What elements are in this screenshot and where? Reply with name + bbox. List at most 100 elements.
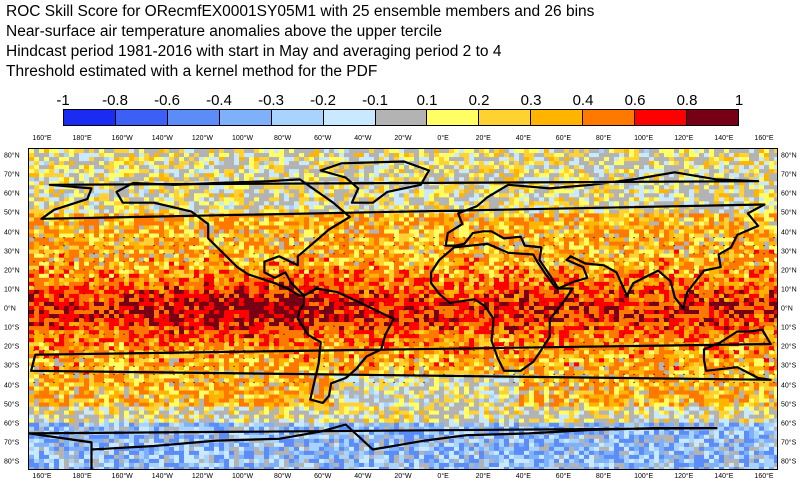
south-america-coast (296, 287, 395, 405)
colorbar-label: 0.1 (416, 92, 438, 109)
antarctica-coast (29, 423, 718, 469)
longitude-label: 20°E (475, 473, 491, 480)
longitude-label: 40°E (515, 473, 531, 480)
colorbar-swatch (323, 110, 376, 125)
latitude-label: 20°S (4, 343, 20, 351)
latitude-label: 40°N (781, 229, 797, 236)
colorbar-label: 0.4 (572, 92, 594, 109)
longitude-labels-top: 160°E 180°E 160°W 140°W 120°W 100°W 80°W 60°W 40… (28, 135, 778, 145)
colorbar-swatch (167, 110, 220, 125)
latitude-label: 70°S (781, 439, 797, 447)
longitude-label: 120°E (674, 135, 694, 142)
colorbar (63, 109, 739, 126)
longitude-label: 40°E (515, 135, 531, 142)
latitude-labels-right: 80°N 70°N 60°N 50°N 40°N 30°N 20°N 10°N 0°N 10°S 2… (781, 148, 802, 470)
skill-map (28, 148, 778, 470)
latitude-label: 80°S (4, 458, 20, 466)
longitude-labels-bottom: 160°E 180°E 160°W 140°W 120°W 100°W 80°W 60°W 40… (28, 473, 778, 483)
longitude-label: 60°E (555, 135, 572, 142)
title-line-3: Hindcast period 1981-2016 with start in … (6, 43, 502, 60)
colorbar-label: 0.8 (676, 92, 698, 109)
longitude-label: 100°W (232, 473, 254, 480)
longitude-label: 80°E (595, 473, 612, 480)
longitude-label: 140°E (714, 473, 734, 480)
longitude-label: 160°E (32, 135, 52, 142)
latitude-labels-left: 80°N 70°N 60°N 50°N 40°N 30°N 20°N 10°N 0°N 10°S 2… (4, 148, 26, 470)
longitude-label: 180°E (72, 135, 92, 142)
longitude-label: 20°W (394, 473, 412, 480)
colorbar-swatch (219, 110, 272, 125)
africa-coast (430, 242, 574, 372)
colorbar-swatch (64, 110, 116, 125)
latitude-label: 20°S (781, 343, 797, 351)
latitude-label: 50°N (4, 209, 20, 217)
colorbar-label: -0.4 (206, 92, 232, 109)
title-line-4: Threshold estimated with a kernel method… (6, 63, 378, 80)
latitude-label: 10°S (781, 324, 797, 332)
colorbar-label: -0.2 (310, 92, 336, 109)
colorbar-swatch (531, 110, 584, 125)
longitude-label: 60°W (314, 473, 332, 480)
latitude-label: 80°N (4, 152, 20, 160)
skill-map-canvas (29, 149, 777, 469)
longitude-label: 20°W (394, 135, 412, 142)
latitude-label: 70°N (4, 171, 20, 179)
latitude-label: 50°N (781, 209, 797, 217)
longitude-label: 120°W (191, 473, 213, 480)
latitude-label: 40°S (4, 382, 20, 389)
latitude-label: 60°S (781, 420, 797, 428)
longitude-label: 80°E (595, 135, 612, 142)
colorbar-label: 0.6 (624, 92, 646, 109)
longitude-label: 0°E (437, 135, 449, 142)
title-line-1: ROC Skill Score for ORecmfEX0001SY05M1 w… (6, 3, 595, 20)
greenland-coast (319, 160, 431, 204)
latitude-label: 80°S (781, 458, 797, 466)
latitude-label: 10°N (4, 286, 20, 294)
latitude-label: 0°N (4, 305, 16, 313)
significance-dots (33, 237, 775, 384)
latitude-label: 50°S (781, 401, 797, 409)
latitude-label: 60°S (4, 420, 20, 428)
latitude-label: 60°N (781, 190, 797, 198)
colorbar-label: -0.1 (362, 92, 388, 109)
longitude-label: 120°E (674, 473, 694, 480)
longitude-label: 120°W (191, 135, 213, 142)
longitude-label: 140°E (714, 135, 734, 142)
latitude-label: 10°S (4, 324, 20, 332)
colorbar-swatch (687, 110, 738, 125)
longitude-label: 160°E (754, 473, 774, 480)
colorbar-label: -1 (56, 92, 70, 109)
colorbar-labels: -1 -0.8 -0.6 -0.4 -0.3 -0.2 -0.1 0.1 0.2 0.3 0.4 0.… (56, 92, 744, 110)
longitude-label: 40°W (354, 135, 372, 142)
longitude-label: 60°E (555, 473, 572, 480)
latitude-label: 0°N (781, 305, 793, 313)
colorbar-swatch (635, 110, 688, 125)
latitude-label: 30°N (4, 248, 20, 256)
colorbar-label: 1 (734, 92, 744, 109)
colorbar-swatch (271, 110, 324, 125)
latitude-label: 20°N (781, 267, 797, 275)
colorbar-swatch (583, 110, 636, 125)
colorbar-label: 0.3 (520, 92, 542, 109)
longitude-label: 160°W (111, 135, 133, 142)
colorbar-label: -0.3 (258, 92, 284, 109)
longitude-label: 160°E (32, 473, 52, 480)
title-line-2: Near-surface air temperature anomalies a… (6, 23, 442, 40)
skill-field (29, 149, 777, 469)
colorbar-swatch (427, 110, 480, 125)
longitude-label: 40°W (354, 473, 372, 480)
latitude-label: 40°N (4, 229, 20, 236)
longitude-label: 100°E (634, 135, 654, 142)
longitude-label: 140°W (151, 473, 173, 480)
longitude-label: 100°W (232, 135, 254, 142)
colorbar-label: 0.2 (468, 92, 490, 109)
latitude-label: 30°N (781, 248, 797, 256)
australia-coast (30, 328, 772, 381)
title-block: ROC Skill Score for ORecmfEX0001SY05M1 w… (6, 2, 594, 82)
longitude-label: 60°W (314, 135, 332, 142)
latitude-label: 30°S (4, 362, 20, 370)
longitude-label: 100°E (634, 473, 654, 480)
latitude-label: 30°S (781, 362, 797, 370)
colorbar-swatch (479, 110, 532, 125)
longitude-label: 0°E (437, 473, 449, 480)
